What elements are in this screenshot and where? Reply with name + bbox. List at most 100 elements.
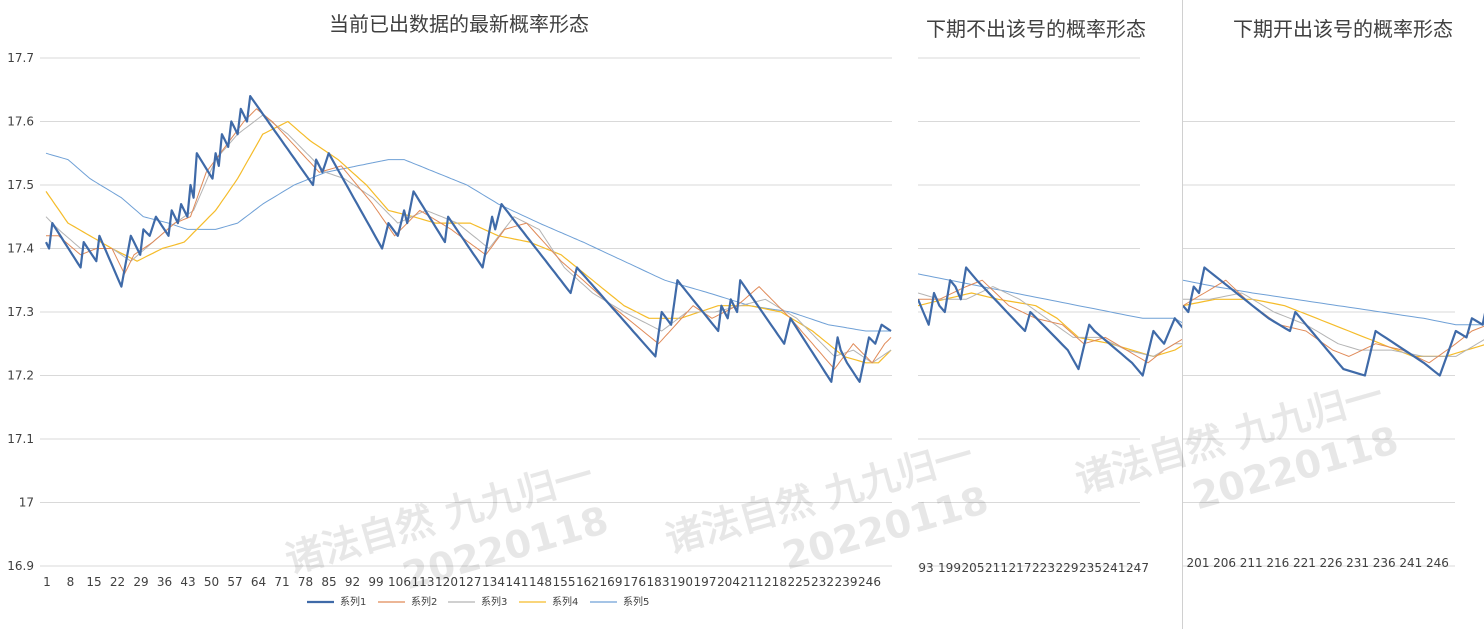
y-tick-label: 17.1 <box>7 432 34 446</box>
x-tick-label: 235 <box>1079 561 1102 575</box>
x-tick-label: 206 <box>1213 556 1236 570</box>
x-tick-label: 155 <box>553 575 576 589</box>
x-tick-label: 217 <box>1009 561 1032 575</box>
x-tick-label: 218 <box>764 575 787 589</box>
x-tick-label: 162 <box>576 575 599 589</box>
grid <box>1183 121 1455 567</box>
chart-panel-draw: 下期开出该号的概率形态 201 206 211 216 221 226 231 236 241 2… <box>1183 0 1484 629</box>
x-tick-label: 247 <box>1126 561 1149 575</box>
x-tick-label: 64 <box>251 575 266 589</box>
x-tick-label: 8 <box>67 575 75 589</box>
legend: 系列1 系列2 系列3 系列4 系列5 <box>307 595 649 608</box>
x-tick-label: 183 <box>647 575 670 589</box>
x-tick-label: 236 <box>1373 556 1396 570</box>
x-tick-label: 239 <box>835 575 858 589</box>
y-tick-label: 17.3 <box>7 305 34 319</box>
chart-title: 下期不出该号的概率形态 <box>926 17 1146 41</box>
chart-title: 当前已出数据的最新概率形态 <box>329 12 589 36</box>
x-tick-label: 43 <box>180 575 195 589</box>
x-tick-label: 246 <box>858 575 881 589</box>
x-tick-label: 201 <box>1187 556 1210 570</box>
y-tick-label: 17 <box>19 496 34 510</box>
x-axis-labels: 93 199 205 211 217 223 229 235 241 247 <box>918 561 1149 575</box>
series-line-3 <box>1183 292 1484 357</box>
main-chart-svg: 当前已出数据的最新概率形态 17.717.617.517.417.317.217… <box>7 12 892 608</box>
x-tick-label: 221 <box>1293 556 1316 570</box>
x-tick-label: 205 <box>962 561 985 575</box>
legend-label: 系列4 <box>552 595 578 608</box>
x-tick-label: 216 <box>1266 556 1289 570</box>
x-tick-label: 231 <box>1346 556 1369 570</box>
series-line-1 <box>45 94 892 383</box>
y-tick-label: 17.5 <box>7 178 34 192</box>
series-line-3 <box>45 114 892 364</box>
chart-panel-main: 当前已出数据的最新概率形态 17.7 17.6 17.5 17.4 17.3 17.2 17… <box>0 0 919 629</box>
x-tick-label: 127 <box>459 575 482 589</box>
x-tick-label: 71 <box>274 575 289 589</box>
y-tick-label: 16.9 <box>7 559 34 573</box>
x-tick-label: 113 <box>412 575 435 589</box>
y-tick-label: 17.2 <box>7 369 34 383</box>
series-line-4 <box>45 120 892 364</box>
x-tick-label: 93 <box>918 561 933 575</box>
x-tick-label: 226 <box>1320 556 1343 570</box>
x-tick-label: 57 <box>227 575 242 589</box>
series-lines <box>1183 266 1484 377</box>
x-tick-label: 211 <box>1240 556 1263 570</box>
x-tick-label: 134 <box>482 575 505 589</box>
series-lines <box>918 266 1182 377</box>
x-axis-labels: 1 8 15 22 29 36 43 50 57 64 71 78 85 92 99 106 113 120 127… <box>43 575 881 589</box>
x-tick-label: 190 <box>670 575 693 589</box>
series-line-1 <box>1183 266 1484 377</box>
x-tick-label: 36 <box>157 575 172 589</box>
x-tick-label: 241 <box>1399 556 1422 570</box>
x-tick-label: 232 <box>811 575 834 589</box>
x-tick-label: 99 <box>368 575 383 589</box>
x-tick-label: 169 <box>600 575 623 589</box>
x-tick-label: 211 <box>985 561 1008 575</box>
y-tick-label: 17.6 <box>7 115 34 129</box>
x-tick-label: 246 <box>1426 556 1449 570</box>
series-line-2 <box>46 108 892 370</box>
x-tick-label: 120 <box>435 575 458 589</box>
legend-label: 系列1 <box>340 595 366 608</box>
series-line-2 <box>1183 279 1484 364</box>
grid <box>918 57 1140 567</box>
grid <box>40 57 892 567</box>
x-tick-label: 199 <box>938 561 961 575</box>
legend-label: 系列5 <box>623 595 649 608</box>
x-tick-label: 15 <box>86 575 101 589</box>
y-tick-label: 17.4 <box>7 242 34 256</box>
x-tick-label: 85 <box>321 575 336 589</box>
y-axis-labels: 17.7 17.6 17.5 17.4 17.3 17.2 17.1 17 16.9 <box>7 51 34 573</box>
y-tick-label: 17.7 <box>7 51 34 65</box>
x-tick-label: 241 <box>1103 561 1126 575</box>
series-line-4 <box>918 292 1182 357</box>
x-tick-label: 50 <box>204 575 219 589</box>
x-axis-labels: 201 206 211 216 221 226 231 236 241 246 <box>1187 556 1449 570</box>
x-tick-label: 148 <box>529 575 552 589</box>
x-tick-label: 29 <box>133 575 148 589</box>
x-tick-label: 22 <box>110 575 125 589</box>
x-tick-label: 223 <box>1032 561 1055 575</box>
draw-chart-svg: 下期开出该号的概率形态 201 206 211 216 221 226 231 236 241 2… <box>1183 17 1484 570</box>
x-tick-label: 225 <box>788 575 811 589</box>
x-tick-label: 197 <box>694 575 717 589</box>
x-tick-label: 211 <box>741 575 764 589</box>
no-draw-chart-svg: 下期不出该号的概率形态 93 199 205 211 217 223 229 235 241 24… <box>918 17 1182 575</box>
x-tick-label: 176 <box>623 575 646 589</box>
x-tick-label: 229 <box>1056 561 1079 575</box>
x-tick-label: 1 <box>43 575 51 589</box>
chart-panel-no-draw: 下期不出该号的概率形态 93 199 205 211 217 223 229 235 241 24… <box>918 0 1183 629</box>
x-tick-label: 92 <box>345 575 360 589</box>
x-tick-label: 78 <box>298 575 313 589</box>
legend-label: 系列3 <box>481 595 507 608</box>
x-tick-label: 106 <box>388 575 411 589</box>
series-line-1 <box>918 266 1182 377</box>
legend-label: 系列2 <box>411 595 437 608</box>
series-line-4 <box>1183 298 1484 357</box>
chart-title: 下期开出该号的概率形态 <box>1233 17 1453 41</box>
x-tick-label: 141 <box>506 575 529 589</box>
x-tick-label: 204 <box>717 575 740 589</box>
series-lines <box>45 94 892 383</box>
